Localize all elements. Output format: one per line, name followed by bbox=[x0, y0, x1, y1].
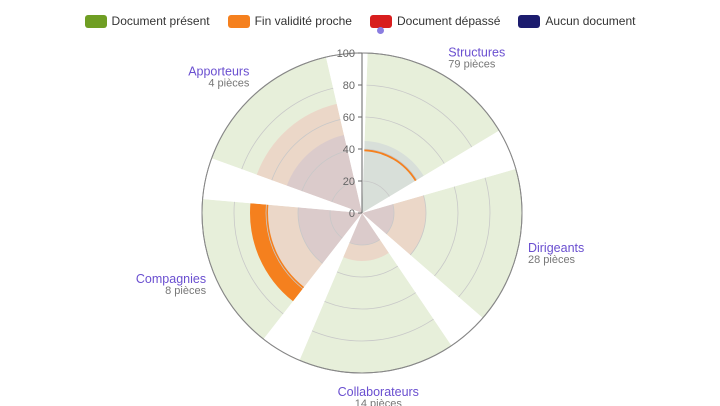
legend-swatch-aucun-document bbox=[518, 14, 541, 28]
legend-swatch-document-depasse bbox=[369, 14, 392, 28]
tick-label-80: 80 bbox=[343, 80, 355, 92]
legend-swatch-document-present bbox=[84, 14, 107, 28]
gap-wedge-1 bbox=[362, 130, 516, 213]
legend-item-document-depasse[interactable]: Document dépassé bbox=[369, 14, 501, 28]
sector-present-apporteurs bbox=[211, 57, 362, 214]
category-label-collaborateurs: Collaborateurs bbox=[338, 385, 419, 399]
sector-aucun-apporteurs bbox=[286, 135, 362, 213]
sector-aucun-structures bbox=[362, 141, 424, 213]
category-count-structures: 79 pièces bbox=[448, 59, 496, 71]
sector-aucun-collaborateurs bbox=[349, 213, 380, 245]
radial-axis: 0 20 40 60 80 100 bbox=[337, 48, 363, 220]
category-label-compagnies: Compagnies bbox=[136, 272, 206, 286]
gap-wedge-4 bbox=[203, 158, 362, 213]
sector-depasse-compagnies bbox=[266, 204, 362, 289]
legend-hover-marker bbox=[377, 27, 384, 34]
legend-item-fin-validite-proche[interactable]: Fin validité proche bbox=[227, 14, 352, 28]
category-count-dirigeants: 28 pièces bbox=[528, 254, 576, 266]
gap-wedge-3 bbox=[263, 213, 362, 360]
sector-present-dirigeants bbox=[362, 168, 522, 318]
chart-sectors bbox=[201, 53, 522, 373]
sector-gaps bbox=[201, 52, 523, 374]
tick-label-100: 100 bbox=[337, 48, 355, 60]
category-count-compagnies: 8 pièces bbox=[165, 285, 206, 297]
sector-depasse-collaborateurs bbox=[343, 213, 389, 261]
legend-label-document-present: Document présent bbox=[111, 14, 210, 28]
category-label-apporteurs: Apporteurs bbox=[188, 65, 249, 79]
legend-label-document-depasse: Document dépassé bbox=[396, 14, 501, 28]
tick-label-0: 0 bbox=[349, 208, 355, 220]
category-count-apporteurs: 4 pièces bbox=[208, 78, 249, 90]
sector-present-structures bbox=[362, 53, 500, 213]
sector-depasse-apporteurs bbox=[256, 103, 362, 213]
sector-depasse-dirigeants bbox=[362, 195, 427, 255]
gap-wedge-5 bbox=[326, 53, 368, 213]
sector-aucun-dirigeants bbox=[362, 204, 394, 234]
category-label-dirigeants: Dirigeants bbox=[528, 241, 584, 255]
sector-aucun-compagnies bbox=[298, 207, 362, 264]
category-label-structures: Structures bbox=[448, 46, 505, 60]
tick-label-40: 40 bbox=[343, 144, 355, 156]
legend-label-fin-validite-proche: Fin validité proche bbox=[254, 14, 352, 28]
legend-label-aucun-document: Aucun document bbox=[545, 14, 636, 28]
legend-swatch-fin-validite-proche bbox=[227, 14, 250, 28]
chart-legend: Document présent Fin validité proche Doc… bbox=[0, 14, 720, 28]
gap-wedge-2 bbox=[362, 213, 483, 346]
category-count-collaborateurs: 14 pièces bbox=[355, 398, 403, 406]
legend-item-aucun-document[interactable]: Aucun document bbox=[518, 14, 635, 28]
tick-label-60: 60 bbox=[343, 112, 355, 124]
tick-label-20: 20 bbox=[343, 176, 355, 188]
sector-present-collaborateurs bbox=[299, 213, 452, 373]
legend-item-document-present[interactable]: Document présent bbox=[84, 14, 210, 28]
